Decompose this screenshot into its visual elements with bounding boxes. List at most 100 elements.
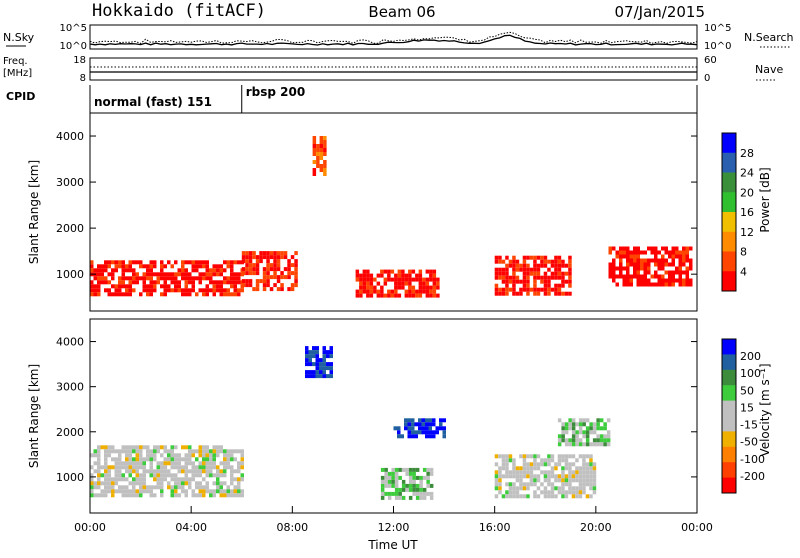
heatmap-cell [230,260,234,265]
heatmap-cell [543,478,548,483]
heatmap-cell [582,490,586,495]
heatmap-cell [529,271,534,276]
heatmap-cell [415,293,419,298]
noise-sky-trace [89,34,698,46]
heatmap-cell [418,285,423,290]
heatmap-cell [174,481,178,486]
heatmap-cell [629,258,633,263]
heatmap-cell [163,469,167,474]
heatmap-cell [287,275,291,280]
heatmap-cell [111,493,115,498]
heatmap-cell [689,258,693,263]
heatmap-cell [230,453,234,458]
heatmap-cell [633,274,637,279]
heatmap-cell [515,291,520,296]
heatmap-cell [219,481,223,486]
heatmap-cell [557,263,562,268]
heatmap-cell [269,251,274,256]
heatmap-cell [233,493,237,498]
heatmap-cell [547,275,551,280]
heatmap-cell [230,276,234,281]
heatmap-cell [128,268,132,273]
heatmap-cell [90,493,94,498]
heatmap-cell [174,477,178,482]
heatmap-cell [425,269,430,274]
heatmap-cell [568,259,572,264]
heatmap-cell [369,281,374,286]
heatmap-cell [529,462,534,467]
colorbar-swatch [722,385,736,402]
heatmap-cell [512,287,516,292]
heatmap-cell [273,251,277,256]
heatmap-cell [97,272,101,277]
heatmap-cell [582,474,586,479]
heatmap-cell [118,477,122,482]
heatmap-cell [167,276,171,281]
heatmap-cell [369,285,374,290]
heatmap-cell [494,454,499,459]
colorbar-tick-label: 100 [740,367,761,380]
heatmap-cell [226,453,230,458]
heatmap-cell [568,466,572,471]
heatmap-cell [167,485,171,490]
heatmap-cell [422,281,426,286]
heatmap-cell [533,263,537,268]
heatmap-cell [547,490,551,495]
heatmap-cell [223,280,227,285]
heatmap-cell [561,426,565,431]
heatmap-cell [209,489,213,494]
heatmap-cell [202,453,206,458]
heatmap-cell [404,418,408,423]
heatmap-cell [153,453,157,458]
heatmap-cell [654,274,658,279]
heatmap-cell [543,470,548,475]
y-tick-label: 2000 [56,426,84,439]
heatmap-cell [429,273,433,278]
heatmap-cell [212,453,216,458]
heatmap-cell [414,422,418,427]
heatmap-cell [153,473,157,478]
heatmap-cell [561,466,565,471]
heatmap-cell [380,487,385,492]
heatmap-cell [287,267,291,272]
heatmap-cell [160,264,164,269]
heatmap-cell [564,454,569,459]
heatmap-cell [241,283,246,288]
heatmap-cell [582,422,586,427]
heatmap-cell [170,449,174,454]
heatmap-cell [689,282,693,287]
heatmap-cell [245,259,249,264]
heatmap-cell [533,482,537,487]
heatmap-cell [240,477,244,482]
heatmap-cell [241,279,246,284]
heatmap-cell [255,259,260,264]
heatmap-cell [647,262,651,267]
heatmap-cell [212,473,216,478]
heatmap-cell [419,475,423,480]
heatmap-cell [149,276,153,281]
power-ylabel: Slant Range [km] [27,160,41,264]
heatmap-cell [582,454,586,459]
heatmap-cell [412,479,416,484]
heatmap-cell [167,272,171,277]
heatmap-cell [170,477,174,482]
heatmap-cell [589,422,593,427]
heatmap-cell [93,449,97,454]
heatmap-cell [149,260,153,265]
heatmap-cell [205,276,209,281]
heatmap-cell [547,478,551,483]
heatmap-cell [384,483,388,488]
heatmap-cell [412,475,416,480]
heatmap-cell [561,486,565,491]
heatmap-cell [429,471,434,476]
power-heatmap-cells [90,136,693,298]
heatmap-cell [230,272,234,277]
heatmap-cell [429,467,434,472]
heatmap-cell [671,258,675,263]
heatmap-cell [589,482,593,487]
heatmap-cell [529,474,534,479]
heatmap-cell [571,454,576,459]
heatmap-cell [629,250,633,255]
heatmap-cell [540,490,544,495]
heatmap-cell [671,270,675,275]
